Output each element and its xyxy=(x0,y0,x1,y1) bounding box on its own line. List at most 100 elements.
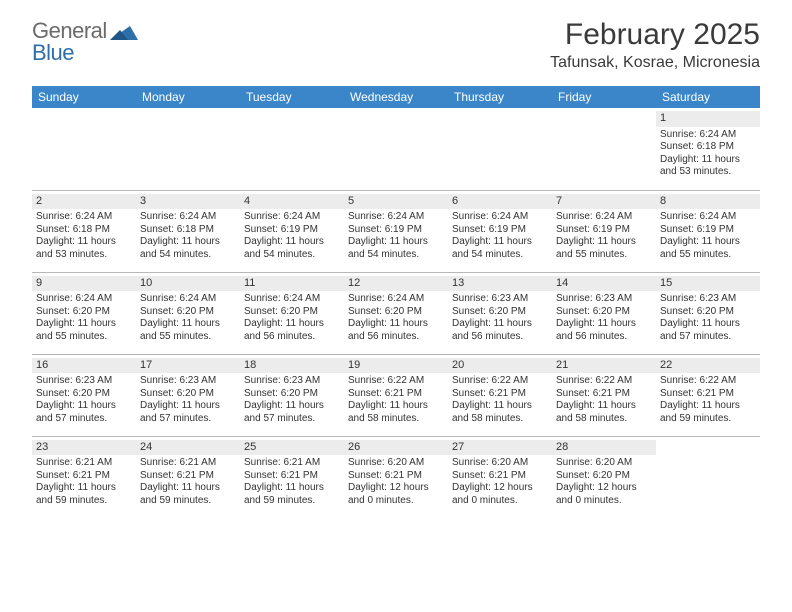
weekday-header: Friday xyxy=(552,86,656,108)
weekday-header: Sunday xyxy=(32,86,136,108)
sunrise-text: Sunrise: 6:23 AM xyxy=(660,293,756,306)
weekday-header: Thursday xyxy=(448,86,552,108)
day-number: 26 xyxy=(344,440,448,456)
daylight-text: and 58 minutes. xyxy=(348,413,444,426)
day-number: 9 xyxy=(32,276,136,292)
sunrise-text: Sunrise: 6:24 AM xyxy=(36,293,132,306)
calendar-cell: 23Sunrise: 6:21 AMSunset: 6:21 PMDayligh… xyxy=(32,436,136,518)
day-number: 2 xyxy=(32,194,136,210)
sunset-text: Sunset: 6:21 PM xyxy=(452,388,548,401)
sunset-text: Sunset: 6:19 PM xyxy=(244,224,340,237)
calendar-cell: 26Sunrise: 6:20 AMSunset: 6:21 PMDayligh… xyxy=(344,436,448,518)
sunrise-text: Sunrise: 6:22 AM xyxy=(556,375,652,388)
sunset-text: Sunset: 6:21 PM xyxy=(140,470,236,483)
day-number: 7 xyxy=(552,194,656,210)
daylight-text: and 54 minutes. xyxy=(348,249,444,262)
calendar-cell: 20Sunrise: 6:22 AMSunset: 6:21 PMDayligh… xyxy=(448,354,552,436)
calendar-cell: 11Sunrise: 6:24 AMSunset: 6:20 PMDayligh… xyxy=(240,272,344,354)
day-number: 12 xyxy=(344,276,448,292)
sunrise-text: Sunrise: 6:21 AM xyxy=(140,457,236,470)
day-number: 19 xyxy=(344,358,448,374)
sunrise-text: Sunrise: 6:22 AM xyxy=(660,375,756,388)
calendar-row: 9Sunrise: 6:24 AMSunset: 6:20 PMDaylight… xyxy=(32,272,760,354)
daylight-text: and 0 minutes. xyxy=(452,495,548,508)
sunrise-text: Sunrise: 6:23 AM xyxy=(36,375,132,388)
calendar-row: 16Sunrise: 6:23 AMSunset: 6:20 PMDayligh… xyxy=(32,354,760,436)
daylight-text: and 59 minutes. xyxy=(140,495,236,508)
daylight-text: and 59 minutes. xyxy=(244,495,340,508)
calendar-cell: 7Sunrise: 6:24 AMSunset: 6:19 PMDaylight… xyxy=(552,190,656,272)
daylight-text: Daylight: 11 hours xyxy=(244,482,340,495)
daylight-text: Daylight: 11 hours xyxy=(556,318,652,331)
daylight-text: Daylight: 11 hours xyxy=(36,236,132,249)
daylight-text: Daylight: 11 hours xyxy=(140,236,236,249)
calendar-cell: 27Sunrise: 6:20 AMSunset: 6:21 PMDayligh… xyxy=(448,436,552,518)
daylight-text: and 56 minutes. xyxy=(244,331,340,344)
sunset-text: Sunset: 6:18 PM xyxy=(660,141,756,154)
daylight-text: and 57 minutes. xyxy=(244,413,340,426)
calendar-cell: 6Sunrise: 6:24 AMSunset: 6:19 PMDaylight… xyxy=(448,190,552,272)
calendar-cell: 8Sunrise: 6:24 AMSunset: 6:19 PMDaylight… xyxy=(656,190,760,272)
sunset-text: Sunset: 6:20 PM xyxy=(36,388,132,401)
day-number: 11 xyxy=(240,276,344,292)
daylight-text: Daylight: 12 hours xyxy=(556,482,652,495)
daylight-text: and 53 minutes. xyxy=(36,249,132,262)
calendar-cell: 28Sunrise: 6:20 AMSunset: 6:20 PMDayligh… xyxy=(552,436,656,518)
calendar-cell: 3Sunrise: 6:24 AMSunset: 6:18 PMDaylight… xyxy=(136,190,240,272)
sunrise-text: Sunrise: 6:24 AM xyxy=(348,293,444,306)
sunset-text: Sunset: 6:20 PM xyxy=(660,306,756,319)
daylight-text: Daylight: 12 hours xyxy=(348,482,444,495)
header: General Blue February 2025 Tafunsak, Kos… xyxy=(0,0,792,80)
calendar-cell: 19Sunrise: 6:22 AMSunset: 6:21 PMDayligh… xyxy=(344,354,448,436)
calendar-cell xyxy=(656,436,760,518)
calendar-cell: 9Sunrise: 6:24 AMSunset: 6:20 PMDaylight… xyxy=(32,272,136,354)
day-number: 17 xyxy=(136,358,240,374)
day-number: 21 xyxy=(552,358,656,374)
sunset-text: Sunset: 6:19 PM xyxy=(348,224,444,237)
sunset-text: Sunset: 6:20 PM xyxy=(36,306,132,319)
sunrise-text: Sunrise: 6:24 AM xyxy=(556,211,652,224)
weekday-header: Tuesday xyxy=(240,86,344,108)
sunrise-text: Sunrise: 6:20 AM xyxy=(348,457,444,470)
daylight-text: and 54 minutes. xyxy=(452,249,548,262)
daylight-text: Daylight: 11 hours xyxy=(556,400,652,413)
calendar-row: 23Sunrise: 6:21 AMSunset: 6:21 PMDayligh… xyxy=(32,436,760,518)
sunset-text: Sunset: 6:21 PM xyxy=(452,470,548,483)
day-number: 24 xyxy=(136,440,240,456)
sunset-text: Sunset: 6:18 PM xyxy=(140,224,236,237)
weekday-header: Wednesday xyxy=(344,86,448,108)
calendar-cell: 16Sunrise: 6:23 AMSunset: 6:20 PMDayligh… xyxy=(32,354,136,436)
daylight-text: and 0 minutes. xyxy=(556,495,652,508)
daylight-text: and 55 minutes. xyxy=(36,331,132,344)
calendar-cell: 15Sunrise: 6:23 AMSunset: 6:20 PMDayligh… xyxy=(656,272,760,354)
sunrise-text: Sunrise: 6:24 AM xyxy=(244,293,340,306)
day-number: 14 xyxy=(552,276,656,292)
sunrise-text: Sunrise: 6:23 AM xyxy=(140,375,236,388)
daylight-text: and 55 minutes. xyxy=(140,331,236,344)
logo-mark-icon xyxy=(110,22,138,40)
day-number: 22 xyxy=(656,358,760,374)
logo-word-2: Blue xyxy=(32,40,74,66)
calendar-cell: 18Sunrise: 6:23 AMSunset: 6:20 PMDayligh… xyxy=(240,354,344,436)
daylight-text: and 59 minutes. xyxy=(660,413,756,426)
daylight-text: Daylight: 11 hours xyxy=(36,482,132,495)
calendar-cell xyxy=(240,108,344,190)
day-number: 16 xyxy=(32,358,136,374)
calendar-cell: 12Sunrise: 6:24 AMSunset: 6:20 PMDayligh… xyxy=(344,272,448,354)
sunset-text: Sunset: 6:21 PM xyxy=(660,388,756,401)
sunrise-text: Sunrise: 6:20 AM xyxy=(452,457,548,470)
calendar-cell: 2Sunrise: 6:24 AMSunset: 6:18 PMDaylight… xyxy=(32,190,136,272)
day-number: 15 xyxy=(656,276,760,292)
calendar-cell: 14Sunrise: 6:23 AMSunset: 6:20 PMDayligh… xyxy=(552,272,656,354)
calendar-cell: 25Sunrise: 6:21 AMSunset: 6:21 PMDayligh… xyxy=(240,436,344,518)
calendar-cell xyxy=(344,108,448,190)
sunrise-text: Sunrise: 6:22 AM xyxy=(348,375,444,388)
sunset-text: Sunset: 6:19 PM xyxy=(556,224,652,237)
calendar-cell: 24Sunrise: 6:21 AMSunset: 6:21 PMDayligh… xyxy=(136,436,240,518)
daylight-text: and 59 minutes. xyxy=(36,495,132,508)
daylight-text: Daylight: 11 hours xyxy=(140,482,236,495)
daylight-text: and 57 minutes. xyxy=(36,413,132,426)
sunset-text: Sunset: 6:20 PM xyxy=(556,306,652,319)
daylight-text: Daylight: 11 hours xyxy=(556,236,652,249)
sunset-text: Sunset: 6:20 PM xyxy=(556,470,652,483)
